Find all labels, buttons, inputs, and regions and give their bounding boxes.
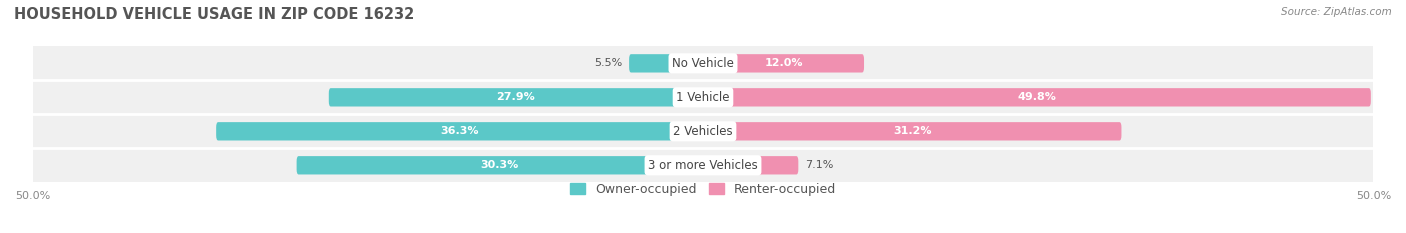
Text: 31.2%: 31.2% [893, 126, 931, 136]
Text: 1 Vehicle: 1 Vehicle [676, 91, 730, 104]
FancyBboxPatch shape [32, 148, 1374, 182]
Text: 36.3%: 36.3% [440, 126, 479, 136]
FancyBboxPatch shape [32, 46, 1374, 80]
FancyBboxPatch shape [329, 88, 703, 106]
Text: HOUSEHOLD VEHICLE USAGE IN ZIP CODE 16232: HOUSEHOLD VEHICLE USAGE IN ZIP CODE 1623… [14, 7, 415, 22]
Text: 49.8%: 49.8% [1018, 92, 1056, 102]
FancyBboxPatch shape [703, 156, 799, 175]
Text: 3 or more Vehicles: 3 or more Vehicles [648, 159, 758, 172]
Text: Source: ZipAtlas.com: Source: ZipAtlas.com [1281, 7, 1392, 17]
FancyBboxPatch shape [217, 122, 703, 140]
Text: 12.0%: 12.0% [765, 58, 803, 68]
Legend: Owner-occupied, Renter-occupied: Owner-occupied, Renter-occupied [565, 178, 841, 201]
Text: No Vehicle: No Vehicle [672, 57, 734, 70]
Text: 30.3%: 30.3% [481, 160, 519, 170]
Text: 7.1%: 7.1% [804, 160, 834, 170]
Text: 5.5%: 5.5% [595, 58, 623, 68]
Text: 27.9%: 27.9% [496, 92, 536, 102]
FancyBboxPatch shape [32, 114, 1374, 148]
FancyBboxPatch shape [297, 156, 703, 175]
FancyBboxPatch shape [628, 54, 703, 72]
FancyBboxPatch shape [703, 88, 1371, 106]
Text: 2 Vehicles: 2 Vehicles [673, 125, 733, 138]
FancyBboxPatch shape [32, 80, 1374, 114]
FancyBboxPatch shape [703, 122, 1122, 140]
FancyBboxPatch shape [703, 54, 865, 72]
